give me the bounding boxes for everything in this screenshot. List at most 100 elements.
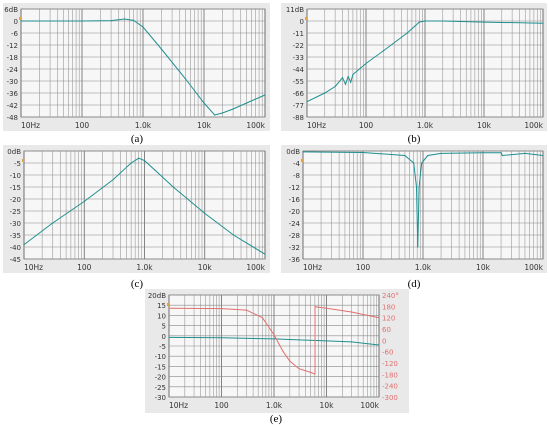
chart-panel-b: 11dB 0 -11 -22 -33 -44 -55 -66 -77 -88 10Hz 100 1.0k… [281,3,547,131]
data-point [442,20,444,22]
y-tick-label: 5 [162,323,166,331]
data-point [298,339,300,341]
data-point [23,244,25,246]
data-point [185,78,187,80]
y-tick-label: -30 [155,394,166,402]
data-point [132,19,135,21]
y-tick-label: -55 [293,78,304,86]
y-tick-label: -66 [293,90,305,98]
y-tick-label: 11dB [286,6,304,14]
data-point [289,360,291,362]
x-tick-label: 10Hz [307,121,326,130]
y-tick-label: 0 [162,333,166,341]
y-tick-label: -77 [293,102,304,110]
chart-panel-d: 0dB -4 -8 -12 -16 -20 -24 -28 -32 -36 10Hz 100 1.0k 1… [281,145,547,273]
y-tick-label: 0 [14,18,18,26]
data-point [264,253,266,255]
y-tick-label: -20 [10,196,21,204]
data-point [261,317,263,319]
x-tick-label: 1.0k [135,121,152,130]
frequency-response-chart-e: 20dB 15 10 5 0 -5 -10 -15 -20 -25 -30 240° 180 120 60 0… [145,289,409,413]
y-tick-label: -28 [289,232,300,240]
y-tick-label: -40 [10,244,21,252]
x-tick-label: 10Hz [21,121,40,130]
data-point [418,21,420,23]
y-tick-label: -4 [293,160,301,168]
series-line-magnitude [21,18,266,116]
y-tick-label: -30 [10,220,21,228]
data-point [413,162,415,164]
y-tick-label: -35 [10,232,21,240]
data-point [172,186,174,188]
data-point [203,102,205,104]
y-tick-label: -44 [293,66,305,74]
y-tick-label: -8 [293,172,300,180]
y-tick-label: -11 [293,30,304,38]
data-point [350,341,353,343]
y-tick-label: -16 [289,196,301,204]
data-point [245,309,248,311]
y-tick-label: -10 [155,353,166,361]
y-tick-label: -88 [293,114,304,122]
y2-tick-label: -300 [382,394,398,402]
y-tick-label: -48 [7,114,18,122]
data-point [160,48,162,50]
data-point [220,337,223,339]
caption-d: (d) [407,278,421,290]
y-tick-label: -5 [14,160,21,168]
y-tick-label: -5 [159,343,166,351]
data-point [264,94,266,96]
data-point [282,351,284,353]
x-tick-label: 100 [356,263,371,272]
data-point [306,101,308,103]
x-tick-label: 1.0k [266,401,283,410]
caption-a: (a) [130,133,144,145]
cursor-marker [305,17,307,20]
data-point [325,307,328,309]
y-tick-label: -24 [7,66,19,74]
data-point [500,152,502,154]
y-tick-label: 10 [157,312,166,320]
x-tick-label: 100 [77,263,92,272]
data-point [138,157,140,159]
y-tick-label: 15 [157,302,166,310]
data-point [232,234,235,236]
data-point [524,152,526,154]
series-line-magnitude [306,20,544,103]
data-point [352,73,354,76]
data-point [112,179,114,181]
x-tick-label: 1.0k [136,263,153,272]
x-tick-label: 100k [360,401,379,410]
y-tick-label: -45 [10,256,21,264]
x-tick-label: 10k [197,121,212,130]
x-tick-label: 10Hz [303,263,322,272]
chart-panel-e: 20dB 15 10 5 0 -5 -10 -15 -20 -25 -30 240° 180 120 60 0… [145,289,409,413]
y-tick-label: -25 [155,384,166,392]
caption-c: (c) [130,278,144,290]
data-point [124,18,126,20]
y-tick-label: 0dB [7,148,21,156]
y-tick-label: -20 [289,208,300,216]
data-point [168,307,170,309]
data-point [350,81,352,83]
data-point [378,344,380,346]
y-tick-label: -25 [10,208,21,216]
x-tick-label: 1.0k [417,121,434,130]
data-point [204,212,206,214]
data-point [344,83,347,85]
cursor-marker [301,159,303,162]
data-point [362,151,364,154]
y2-tick-label: 180 [382,303,395,311]
y-tick-label: -32 [289,244,300,252]
data-point [440,152,442,154]
chart-panel-a: 6dB 0 -6 -12 -18 -24 -30 -36 -42 -48 10Hz 100 1.0k 10… [3,3,270,131]
x-tick-label: 100k [246,263,265,272]
y-tick-label: 0dB [286,148,300,156]
y-tick-label: 20dB [148,292,166,300]
x-tick-label: 10k [198,263,213,272]
x-tick-label: 100k [246,121,265,130]
data-point [501,154,503,157]
x-tick-label: 10Hz [24,263,43,272]
